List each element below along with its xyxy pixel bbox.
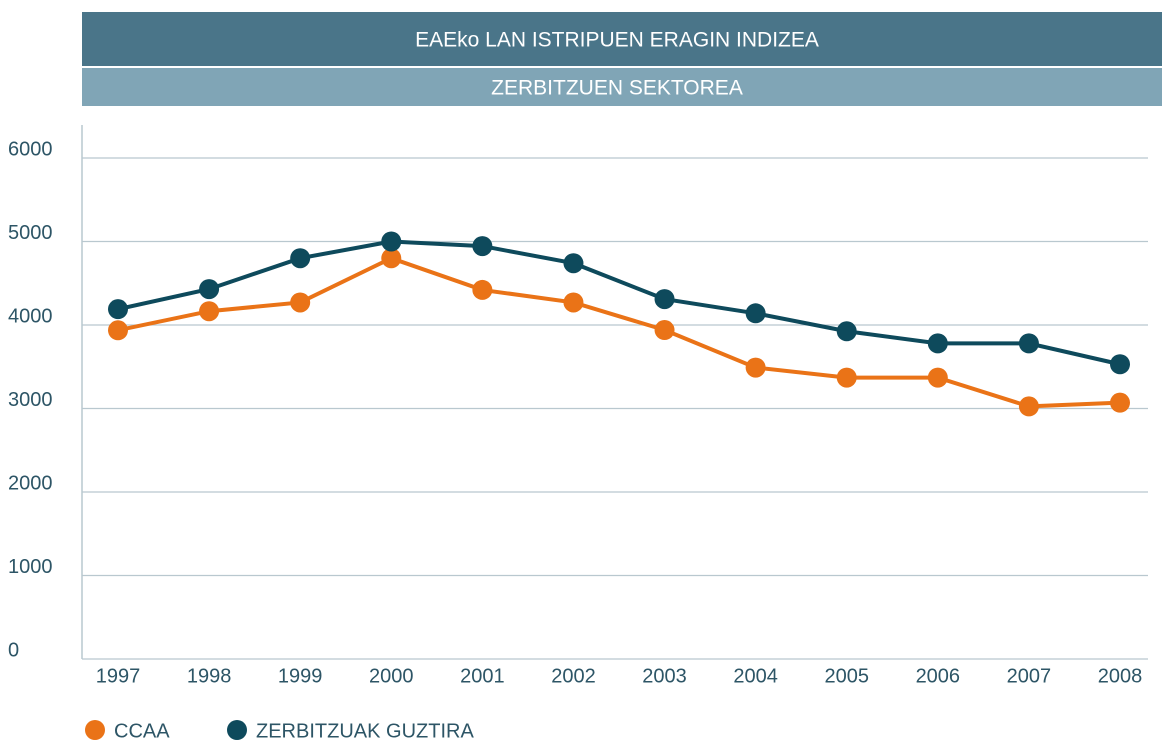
x-tick-label: 1998 — [187, 665, 232, 687]
data-point — [199, 279, 220, 300]
data-point — [836, 367, 857, 388]
y-tick-label: 3000 — [8, 389, 53, 411]
chart-subtitle: ZERBITZUEN SEKTOREA — [491, 77, 743, 100]
legend-label: CCAA — [114, 720, 170, 742]
data-point — [927, 367, 948, 388]
x-tick-label: 2006 — [916, 665, 961, 687]
x-tick-label: 2002 — [551, 665, 596, 687]
x-tick-label: 1997 — [96, 665, 141, 687]
series-line — [117, 239, 1121, 367]
data-point — [745, 357, 766, 378]
data-point — [927, 333, 948, 354]
y-tick-label: 2000 — [8, 472, 53, 494]
subtitle-bar — [82, 68, 1162, 106]
series-line — [117, 256, 1121, 409]
data-point — [563, 253, 584, 274]
x-tick-label: 2004 — [733, 665, 778, 687]
x-tick-label: 2000 — [369, 665, 414, 687]
data-point — [1018, 333, 1039, 354]
x-tick-label: 1999 — [278, 665, 323, 687]
data-point — [745, 303, 766, 324]
title-bar — [82, 12, 1162, 66]
data-point — [1110, 392, 1130, 413]
data-point — [290, 292, 311, 313]
data-point — [108, 320, 128, 341]
data-point — [199, 301, 220, 322]
data-point — [381, 231, 402, 252]
data-point — [563, 292, 584, 313]
y-tick-label: 4000 — [8, 305, 53, 327]
data-point — [654, 320, 675, 341]
y-tick-label: 6000 — [8, 138, 53, 160]
legend-swatch — [227, 720, 247, 740]
chart-title: EAEko LAN ISTRIPUEN ERAGIN INDIZEA — [415, 29, 819, 52]
data-point — [108, 299, 128, 320]
x-tick-label: 2001 — [460, 665, 505, 687]
x-tick-label: 2005 — [824, 665, 869, 687]
data-point — [1018, 396, 1039, 417]
data-point — [472, 236, 493, 257]
data-point — [290, 248, 311, 269]
x-tick-label: 2003 — [642, 665, 687, 687]
legend-label: ZERBITZUAK GUZTIRA — [256, 720, 474, 742]
x-tick-label: 2008 — [1098, 665, 1143, 687]
x-tick-label: 2007 — [1007, 665, 1052, 687]
data-point — [654, 289, 675, 310]
data-point — [381, 248, 402, 269]
y-tick-label: 5000 — [8, 222, 53, 244]
data-point — [472, 279, 493, 300]
data-point — [1110, 354, 1130, 375]
y-tick-label: 1000 — [8, 556, 53, 578]
y-tick-label: 0 — [8, 639, 19, 661]
data-point — [836, 321, 857, 342]
legend-swatch — [85, 720, 105, 740]
